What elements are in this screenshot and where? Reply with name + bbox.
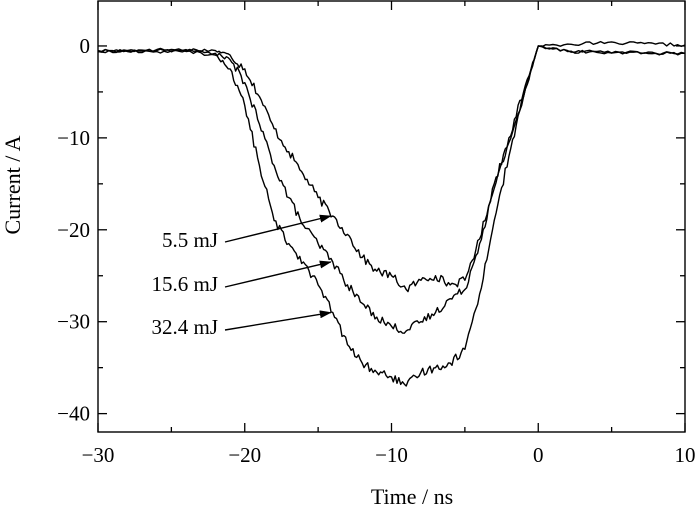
annotation-label: 32.4 mJ: [151, 315, 218, 339]
series-line: [97, 45, 686, 387]
series-lines: [97, 40, 686, 387]
x-tick-label: −10: [375, 443, 408, 467]
annotation-arrow: [224, 260, 332, 288]
x-tick-label: 10: [675, 443, 696, 467]
annotation-arrow: [224, 310, 332, 331]
plot-area: 0 −10 −20 −30 −40 −30 −20 −10 0 10 5.5 mJ 15.6 mJ…: [57, 0, 696, 467]
annotation-arrow: [224, 214, 332, 243]
x-tick-label: −20: [228, 443, 261, 467]
x-axis-ticks: −30 −20 −10 0 10: [82, 1, 696, 467]
y-tick-label: −40: [57, 402, 90, 426]
annotation-label: 5.5 mJ: [162, 228, 218, 252]
y-tick-label: −20: [57, 218, 90, 242]
y-axis-ticks: 0 −10 −20 −30 −40: [57, 34, 685, 426]
x-tick-label: −30: [82, 443, 115, 467]
y-tick-label: −10: [57, 126, 90, 150]
y-tick-label: 0: [80, 34, 91, 58]
y-axis-title: Current / A: [0, 135, 25, 234]
series-line: [97, 40, 686, 293]
plot-frame: [97, 0, 686, 433]
annotations: 5.5 mJ 15.6 mJ 32.4 mJ: [151, 214, 332, 339]
x-tick-label: 0: [533, 443, 544, 467]
annotation-label: 15.6 mJ: [151, 272, 218, 296]
x-axis-title: Time / ns: [371, 484, 453, 509]
y-tick-label: −30: [57, 310, 90, 334]
